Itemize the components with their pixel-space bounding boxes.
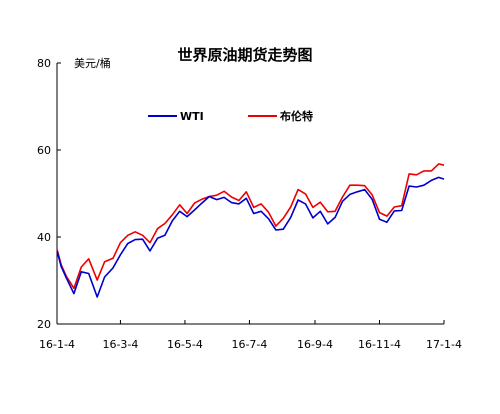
y-tick-label: 60 bbox=[37, 144, 51, 157]
legend-label-wti: WTI bbox=[180, 110, 204, 123]
legend: WTI 布伦特 bbox=[148, 109, 313, 123]
x-tick-label: 16-11-4 bbox=[358, 338, 401, 351]
y-tick-label: 40 bbox=[37, 231, 51, 244]
y-tick-label: 80 bbox=[37, 57, 51, 70]
y-ticks: 20 40 60 80 bbox=[37, 57, 61, 331]
series-line-brent bbox=[56, 163, 445, 290]
x-tick-label: 16-7-4 bbox=[231, 338, 267, 351]
x-ticks: 16-1-4 16-3-4 16-5-4 16-7-4 16-9-4 16-11-4 17-… bbox=[39, 320, 462, 351]
x-tick-label: 16-3-4 bbox=[102, 338, 138, 351]
x-tick-label: 16-1-4 bbox=[39, 338, 75, 351]
x-tick-label: 16-9-4 bbox=[297, 338, 333, 351]
series-line-wti bbox=[56, 176, 445, 298]
axes bbox=[56, 63, 444, 325]
series-lines bbox=[56, 163, 445, 298]
chart-title: 世界原油期货走势图 bbox=[177, 46, 312, 64]
y-tick-label: 20 bbox=[37, 318, 51, 331]
x-tick-label: 17-1-4 bbox=[426, 338, 462, 351]
legend-label-brent: 布伦特 bbox=[280, 109, 313, 123]
x-tick-label: 16-5-4 bbox=[167, 338, 203, 351]
unit-label: 美元/桶 bbox=[74, 56, 111, 70]
